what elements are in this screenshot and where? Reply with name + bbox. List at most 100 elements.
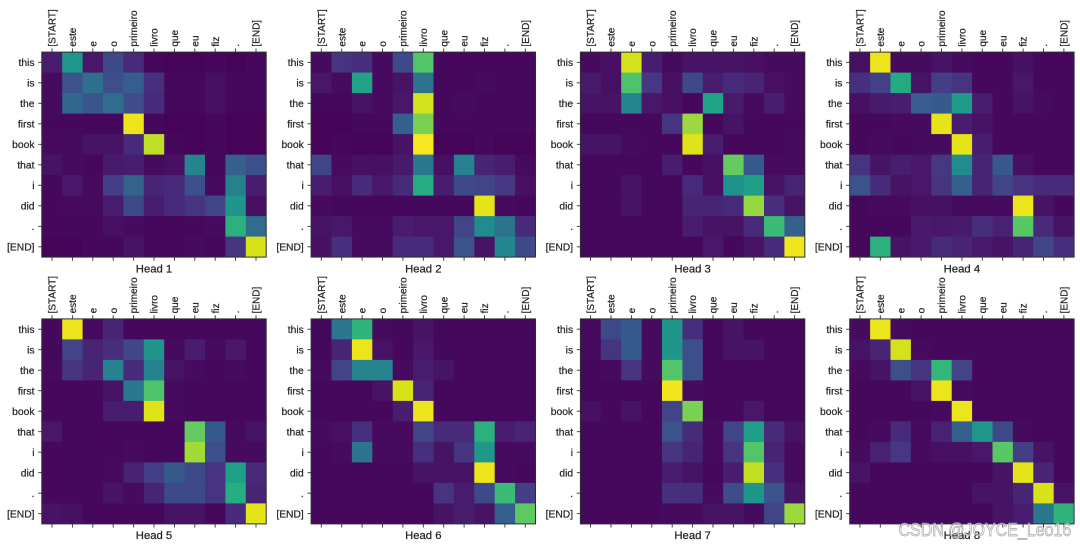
svg-text:that: that <box>825 161 842 172</box>
svg-text:CSDN @JOYCE_Leo16: CSDN @JOYCE_Leo16 <box>899 519 1072 540</box>
svg-text:first: first <box>18 120 35 131</box>
svg-text:.: . <box>570 489 573 500</box>
svg-text:[END]: [END] <box>1060 287 1071 314</box>
svg-text:did: did <box>829 202 843 213</box>
svg-text:o: o <box>647 41 658 47</box>
svg-text:.: . <box>840 489 843 500</box>
svg-text:i: i <box>571 448 573 459</box>
svg-text:que: que <box>709 296 720 313</box>
svg-text:book: book <box>551 407 574 418</box>
svg-text:Head 5: Head 5 <box>136 530 172 542</box>
svg-text:i: i <box>840 448 842 459</box>
svg-text:did: did <box>559 202 573 213</box>
svg-text:eu: eu <box>729 302 740 313</box>
svg-text:fiz: fiz <box>749 37 760 47</box>
svg-text:[END]: [END] <box>546 509 574 520</box>
svg-text:livro: livro <box>958 28 969 47</box>
svg-text:first: first <box>287 386 304 397</box>
svg-text:first: first <box>557 120 574 131</box>
svg-text:o: o <box>378 307 389 313</box>
svg-text:este: este <box>607 294 618 313</box>
svg-text:primeiro: primeiro <box>399 10 410 47</box>
svg-text:i: i <box>302 181 304 192</box>
svg-text:is: is <box>27 345 34 356</box>
svg-text:[START]: [START] <box>856 9 867 47</box>
svg-text:.: . <box>501 44 512 47</box>
svg-text:is: is <box>835 79 842 90</box>
svg-text:did: did <box>21 202 35 213</box>
svg-text:que: que <box>978 296 989 313</box>
svg-text:is: is <box>566 345 573 356</box>
svg-text:[START]: [START] <box>856 276 867 314</box>
svg-text:[END]: [END] <box>546 243 574 254</box>
svg-text:[START]: [START] <box>48 276 59 314</box>
svg-text:este: este <box>876 294 887 313</box>
svg-text:livro: livro <box>150 28 161 47</box>
svg-text:i: i <box>302 448 304 459</box>
svg-text:that: that <box>17 427 34 438</box>
svg-text:first: first <box>826 120 843 131</box>
svg-text:fiz: fiz <box>480 37 491 47</box>
svg-text:e: e <box>896 307 907 313</box>
svg-text:book: book <box>12 140 35 151</box>
svg-text:o: o <box>378 41 389 47</box>
svg-text:is: is <box>27 79 34 90</box>
svg-text:fiz: fiz <box>1019 37 1030 47</box>
svg-text:book: book <box>281 140 304 151</box>
svg-text:did: did <box>290 202 304 213</box>
svg-text:fiz: fiz <box>480 303 491 313</box>
svg-text:this: this <box>557 58 573 69</box>
svg-text:.: . <box>231 44 242 47</box>
svg-text:did: did <box>290 468 304 479</box>
svg-text:Head 2: Head 2 <box>405 263 441 275</box>
svg-text:[END]: [END] <box>815 509 843 520</box>
svg-text:fiz: fiz <box>211 303 222 313</box>
svg-text:is: is <box>296 79 303 90</box>
svg-text:[END]: [END] <box>252 20 263 47</box>
svg-text:este: este <box>68 27 79 46</box>
svg-text:fiz: fiz <box>749 303 760 313</box>
svg-text:.: . <box>32 222 35 233</box>
svg-text:.: . <box>32 489 35 500</box>
svg-text:e: e <box>88 307 99 313</box>
svg-text:this: this <box>826 58 842 69</box>
svg-text:i: i <box>32 181 34 192</box>
svg-text:Head 6: Head 6 <box>405 530 441 542</box>
svg-text:.: . <box>570 222 573 233</box>
svg-text:did: did <box>559 468 573 479</box>
svg-text:Head 3: Head 3 <box>674 263 710 275</box>
svg-text:Head 4: Head 4 <box>944 263 980 275</box>
svg-text:fiz: fiz <box>1019 303 1030 313</box>
svg-text:este: este <box>337 27 348 46</box>
svg-text:Head 8: Head 8 <box>944 530 980 542</box>
svg-text:book: book <box>820 140 843 151</box>
svg-text:[START]: [START] <box>317 276 328 314</box>
svg-text:i: i <box>571 181 573 192</box>
svg-text:is: is <box>296 345 303 356</box>
svg-text:livro: livro <box>150 295 161 314</box>
svg-text:[END]: [END] <box>7 509 35 520</box>
svg-text:the: the <box>289 366 304 377</box>
svg-text:livro: livro <box>688 28 699 47</box>
svg-text:este: este <box>607 27 618 46</box>
svg-text:que: que <box>439 29 450 46</box>
svg-text:that: that <box>287 161 304 172</box>
svg-text:.: . <box>1039 311 1050 314</box>
svg-text:.: . <box>770 44 781 47</box>
svg-text:.: . <box>840 222 843 233</box>
svg-text:Head 7: Head 7 <box>674 530 710 542</box>
svg-text:i: i <box>32 448 34 459</box>
svg-text:did: did <box>21 468 35 479</box>
svg-text:fiz: fiz <box>211 37 222 47</box>
svg-text:e: e <box>896 41 907 47</box>
svg-text:this: this <box>18 58 34 69</box>
svg-text:este: este <box>876 27 887 46</box>
svg-text:[START]: [START] <box>586 276 597 314</box>
svg-text:eu: eu <box>729 35 740 46</box>
svg-text:[END]: [END] <box>521 287 532 314</box>
svg-text:e: e <box>627 41 638 47</box>
svg-text:[END]: [END] <box>276 243 304 254</box>
svg-text:the: the <box>559 99 574 110</box>
svg-text:book: book <box>281 407 304 418</box>
svg-text:that: that <box>287 427 304 438</box>
